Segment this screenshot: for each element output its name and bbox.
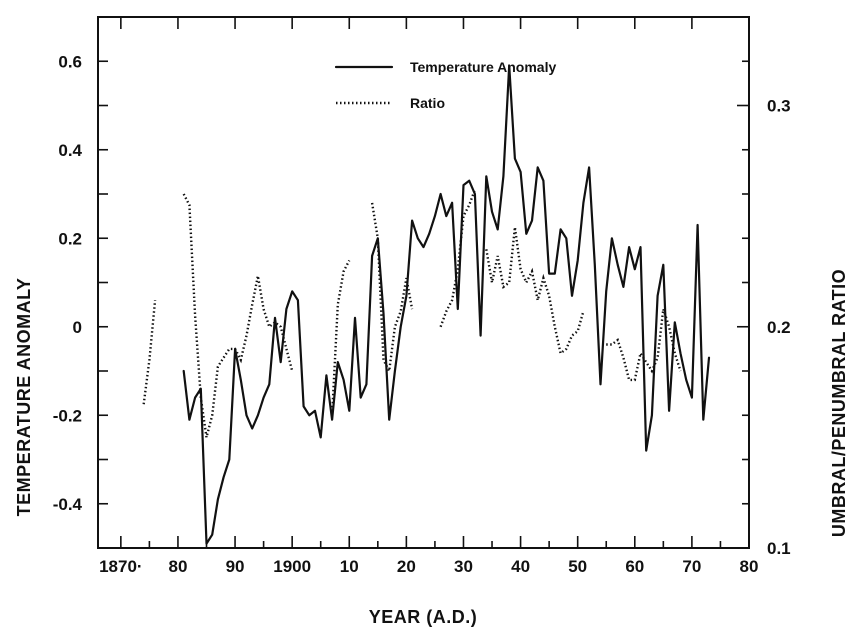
ratio-series-line (439, 189, 477, 328)
y-right-tick-labels: 0.1 0.2 0.3 (767, 97, 791, 559)
y-left-tick-label: -0.4 (53, 495, 83, 514)
x-tick-labels: 1870· 80 90 1900 10 20 30 40 50 60 70 80 (99, 557, 758, 576)
x-tick-label: 80 (740, 557, 759, 576)
ratio-series-line (485, 227, 585, 356)
ratio-series-line (182, 193, 294, 438)
x-tick-label: 70 (682, 557, 701, 576)
y-right-tick-label: 0.3 (767, 97, 791, 116)
x-tick-label: 80 (168, 557, 187, 576)
x-tick-label: 30 (454, 557, 473, 576)
x-tick-label: 60 (625, 557, 644, 576)
x-tick-label: 90 (226, 557, 245, 576)
ratio-series-line (606, 308, 682, 382)
y-left-tick-label: -0.2 (53, 406, 82, 425)
x-tick-label: 10 (340, 557, 359, 576)
y-left-tick-label: 0.6 (58, 52, 82, 71)
x-axis-title: YEAR (A.D.) (369, 607, 478, 627)
y-left-tick-labels: -0.4 -0.2 0 0.2 0.4 0.6 (53, 52, 83, 514)
x-tick-label: 1900 (273, 557, 311, 576)
ratio-series-line (370, 202, 414, 375)
y-right-axis-title: UMBRAL/PENUMBRAL RATIO (829, 269, 849, 537)
ratio-series-line (142, 300, 157, 405)
x-tick-label: 50 (568, 557, 587, 576)
y-right-tick-label: 0.1 (767, 539, 791, 558)
temperature-series-line (182, 64, 711, 545)
x-tick-label: 40 (511, 557, 530, 576)
axis-ticks (98, 16, 750, 549)
y-left-axis-title: TEMPERATURE ANOMALY (14, 278, 34, 517)
x-tick-label: 1870· (99, 557, 142, 576)
legend-label-temperature: Temperature Anomaly (410, 59, 556, 75)
x-tick-label: 20 (397, 557, 416, 576)
legend: Temperature Anomaly Ratio (334, 59, 556, 111)
y-right-tick-label: 0.2 (767, 318, 791, 337)
series-group (142, 64, 711, 545)
y-left-tick-label: 0.4 (58, 141, 82, 160)
y-left-tick-label: 0 (73, 318, 82, 337)
y-left-tick-label: 0.2 (58, 229, 82, 248)
legend-label-ratio: Ratio (410, 95, 445, 111)
